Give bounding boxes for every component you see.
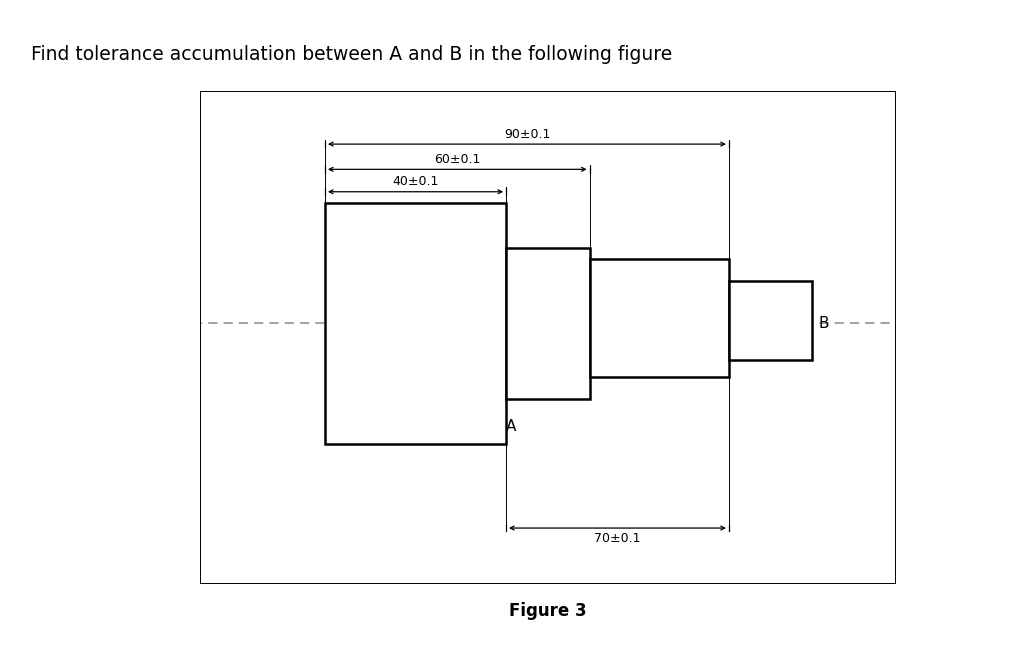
Bar xyxy=(729,282,812,360)
Bar xyxy=(325,203,506,444)
Bar xyxy=(506,248,590,399)
Bar xyxy=(590,259,729,376)
Text: A: A xyxy=(506,419,516,434)
Text: Figure 3: Figure 3 xyxy=(509,602,587,620)
Text: B: B xyxy=(818,316,828,331)
Text: 60±0.1: 60±0.1 xyxy=(434,153,480,166)
Text: 70±0.1: 70±0.1 xyxy=(594,532,641,545)
Text: 90±0.1: 90±0.1 xyxy=(504,128,550,141)
Text: 40±0.1: 40±0.1 xyxy=(392,175,438,188)
Text: Find tolerance accumulation between A and B in the following figure: Find tolerance accumulation between A an… xyxy=(31,45,672,64)
